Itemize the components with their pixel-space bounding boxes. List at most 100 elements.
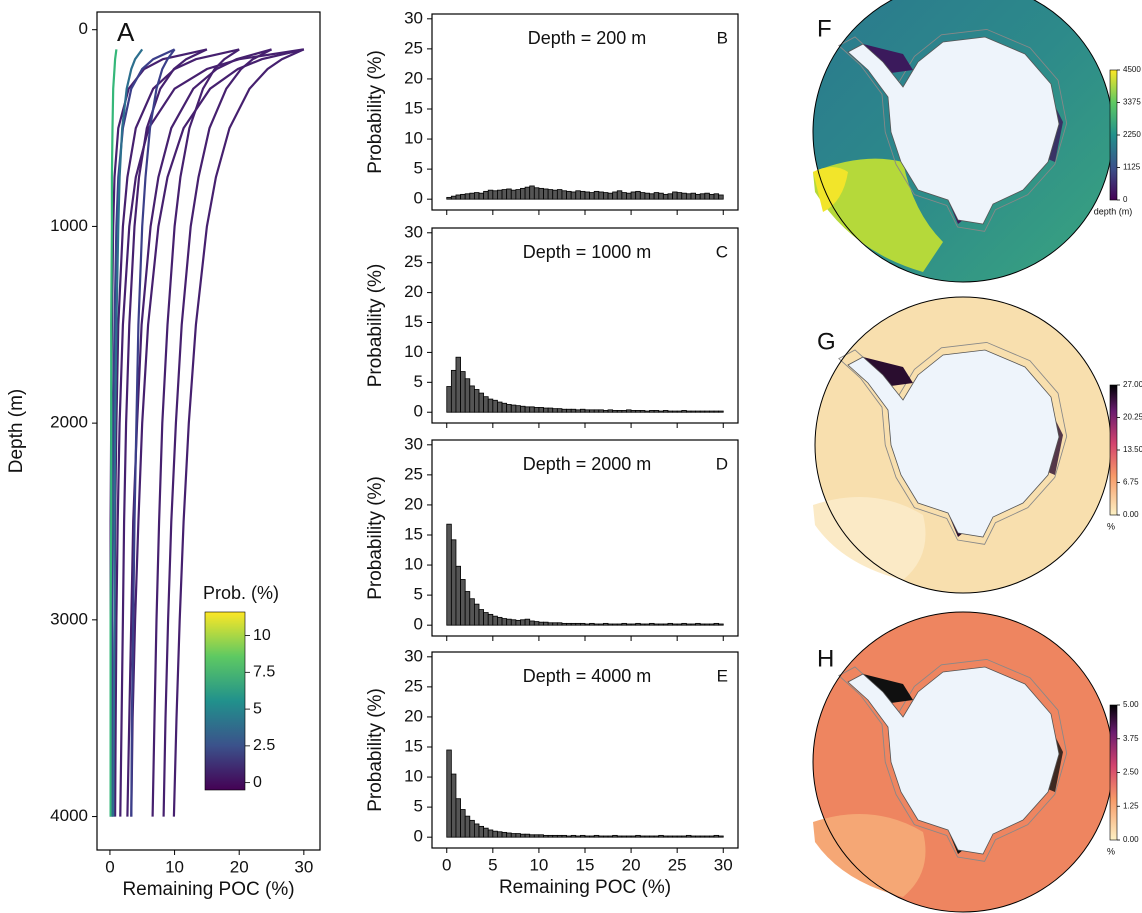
map [812,611,1114,913]
histogram-bar [598,191,604,200]
y-tick-label: 30 [404,222,423,241]
histogram-bar [699,835,706,838]
histogram-bar [649,622,655,626]
histogram-bar [473,192,480,200]
histogram-bar [556,622,563,626]
histogram-bar [695,622,701,626]
histogram-bar [501,831,508,838]
histogram-bar [464,591,471,626]
histogram-bar [561,834,567,838]
y-tick-label: 5 [414,372,423,391]
y-tick-label: 10 [404,555,423,574]
panel-letter: E [717,666,728,685]
histogram-bar [635,190,641,200]
histogram-bar [515,405,521,413]
histogram-bar [552,622,558,626]
x-tick-label: 25 [668,855,687,874]
coastal-feature [863,44,913,74]
histogram-bar [561,190,567,200]
x-tick-label: 10 [165,857,184,876]
histogram-bar [524,833,531,838]
histogram-bar [616,410,623,413]
histogram-bar [533,834,540,838]
histogram-bar [579,408,586,413]
poc-curve [172,48,305,817]
y-tick-label: 0 [414,615,423,634]
histogram-bar [460,371,466,413]
histogram-bar [455,356,461,413]
histogram-bar [552,189,558,200]
histogram-bar [450,195,457,200]
x-tick-label: 15 [576,855,595,874]
histogram-bar [621,410,627,413]
histogram-bar [561,408,567,413]
histogram-bar [543,834,549,838]
histogram-bar [446,196,452,200]
histogram-bar [621,835,627,838]
histogram-bar [515,189,521,200]
histogram-bar [635,834,641,838]
histogram-bar [644,192,650,200]
colorbar-tick-label: 2.50 [1123,768,1139,777]
histogram-bar [529,185,535,200]
histogram-bar [450,773,457,838]
histogram-bar [446,386,452,413]
histogram-bar [612,191,618,200]
histogram-bar [575,409,581,413]
y-tick-label: 20 [404,494,423,513]
histogram-bar [492,190,498,200]
histogram-bar [626,623,632,626]
histogram-bar [667,622,673,626]
histogram-bar [478,392,485,413]
histogram-bar [676,192,683,200]
histogram-bar [699,193,706,200]
y-tick-label: 0 [414,402,423,421]
colorbar-label: Prob. (%) [203,583,279,603]
histogram-bar [570,622,577,626]
histogram-bar [704,410,710,413]
histogram-bar [598,623,604,626]
histogram-bar [524,186,531,200]
y-tick-label: 25 [404,676,423,695]
histogram-bar [695,193,701,200]
histogram-bar [497,401,503,413]
poc-curve [151,48,240,817]
histogram-bar [460,809,466,838]
histogram-bar [506,188,512,200]
colorbar-tick-label: 3375 [1123,98,1141,107]
poc-curve [109,49,118,817]
histogram-bar [713,834,720,838]
histogram-bar [658,834,664,838]
colorbar [1109,384,1118,516]
histogram-bar [464,815,471,838]
histogram-bar [561,622,567,626]
histogram-bar [681,622,687,626]
histogram-bar [556,408,563,413]
colorbar-tick-label: 2250 [1123,130,1141,139]
histogram-bar [584,623,591,626]
y-tick-label: 1000 [50,216,88,235]
y-tick-label: 15 [404,524,423,543]
histogram-bar [676,410,683,413]
panel-letter: F [817,15,832,42]
y-axis-label: Probability (%) [365,688,386,812]
histogram-bar [547,622,554,626]
y-tick-label: 20 [404,68,423,87]
panel-title: Depth = 2000 m [523,454,652,474]
histogram-bar [497,189,503,200]
histogram-bar [533,407,540,413]
histogram-bar [529,620,535,626]
histogram-bar [579,190,586,200]
histogram-bar [718,835,724,838]
histogram-bar [667,193,673,200]
histogram-bar [598,835,604,838]
histogram-bar [709,410,715,413]
histogram-bar [510,833,517,838]
panel-letter: D [716,454,728,473]
histogram-bar [607,409,614,413]
ocean-feature [813,497,926,580]
colorbar-tick-label: 5.00 [1123,700,1139,709]
histogram-bar [483,612,489,626]
y-axis-label: Probability (%) [365,476,386,600]
histogram-bar [497,616,503,626]
